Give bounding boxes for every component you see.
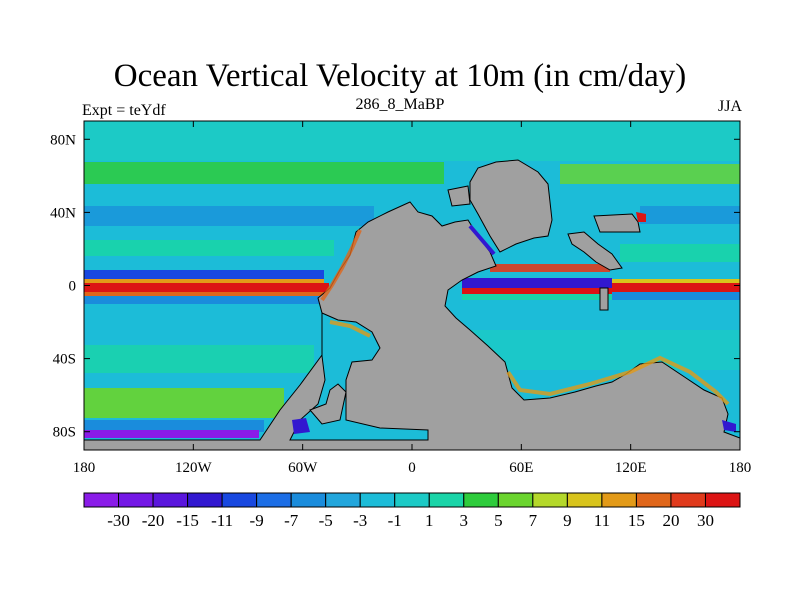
equatorial-red-east <box>610 283 740 292</box>
colorbar-label: 11 <box>594 511 610 530</box>
colorbar-swatch <box>463 492 499 508</box>
band-south-green <box>84 345 314 373</box>
equatorial-blue-east <box>610 292 740 300</box>
equatorial-blue-north <box>84 270 324 279</box>
coast-red-east-island <box>636 212 646 222</box>
colorbar-label: 15 <box>628 511 645 530</box>
band-south-violet <box>84 430 259 438</box>
colorbar-swatch <box>221 492 258 508</box>
equatorial-yellow <box>84 279 324 284</box>
y-axis: 80N 40N 0 40S 80S <box>50 132 740 441</box>
coast-upwelling-south-east <box>506 355 730 406</box>
colorbar-swatch <box>601 492 637 508</box>
colorbar-swatch <box>704 492 741 508</box>
y-tick-label: 0 <box>69 279 77 295</box>
colorbar-label: -5 <box>319 511 333 530</box>
colorbar-swatch <box>670 492 706 508</box>
band-north-green-east <box>560 164 740 184</box>
colorbar-label: 1 <box>425 511 434 530</box>
chart-title: Ocean Vertical Velocity at 10m (in cm/da… <box>113 58 687 94</box>
x-axis: 180 120W 60W 0 60E 120E 180 <box>73 121 752 476</box>
equatorial-blue-south <box>84 296 324 304</box>
band-north-teal <box>84 121 740 161</box>
colorbar-label: 7 <box>529 511 538 530</box>
experiment-label: Expt = teYdf <box>82 102 166 119</box>
x-tick-label: 60W <box>288 460 318 476</box>
x-tick-label: 180 <box>73 460 96 476</box>
colorbar-label: -20 <box>142 511 165 530</box>
x-tick-label: 120W <box>175 460 213 476</box>
y-tick-label: 80N <box>50 132 76 148</box>
band-subtropic-green-east <box>620 244 740 262</box>
colorbar-swatch <box>359 492 396 508</box>
land-small-north <box>447 185 471 207</box>
colorbar-label: -30 <box>107 511 130 530</box>
land-south-island <box>309 383 347 425</box>
colorbar-swatch <box>635 492 672 508</box>
land-east-spit <box>599 287 609 311</box>
colorbar: -30 -20 -15 -11 -9 -7 -5 -3 -1 1 3 5 7 9 11 15 20 30 <box>83 492 741 530</box>
coast-blue-southeast <box>722 420 736 432</box>
colorbar-swatch <box>428 492 465 508</box>
x-tick-label: 120E <box>615 460 647 476</box>
y-tick-label: 40S <box>53 352 76 368</box>
tethys-green <box>462 294 612 300</box>
colorbar-swatch <box>256 492 292 508</box>
land-north-block <box>469 159 553 253</box>
land-pangaea-west <box>84 201 740 450</box>
coast-downwelling-north <box>468 224 496 256</box>
y-tick-label: 40N <box>50 205 76 221</box>
season-label: JJA <box>717 98 742 115</box>
colorbar-swatch <box>290 492 327 508</box>
equatorial-orange <box>84 292 324 296</box>
colorbar-label: -15 <box>176 511 199 530</box>
colorbar-label: 20 <box>662 511 679 530</box>
equatorial-red <box>84 283 329 292</box>
land-east-island <box>593 213 641 233</box>
band-south-lime <box>84 388 284 418</box>
colorbar-label: 5 <box>494 511 503 530</box>
coast-upwelling-west <box>320 229 362 302</box>
colorbar-label: 30 <box>697 511 714 530</box>
colorbar-label: -1 <box>388 511 402 530</box>
map-plot-area <box>84 121 740 450</box>
tethys-red <box>462 288 612 294</box>
colorbar-swatch <box>532 492 568 508</box>
band-north-green <box>84 162 444 184</box>
colorbar-swatch <box>152 492 189 508</box>
colorbar-swatch <box>497 492 534 508</box>
period-label: 286_8_MaBP <box>355 96 445 113</box>
coast-blue-southwest <box>292 418 310 434</box>
colorbar-label: -3 <box>353 511 367 530</box>
x-tick-label: 60E <box>509 460 533 476</box>
tethys-north-red <box>490 264 610 272</box>
colorbar-swatch <box>83 492 120 508</box>
colorbar-label: -11 <box>211 511 233 530</box>
colorbar-swatch <box>325 492 361 508</box>
y-tick-label: 80S <box>53 425 76 441</box>
x-tick-label: 0 <box>408 460 416 476</box>
band-subtropic-green <box>84 240 334 256</box>
colorbar-label: -7 <box>284 511 299 530</box>
land-east-peninsula <box>567 231 623 271</box>
band-north-blue-east <box>640 206 740 224</box>
colorbar-swatch <box>394 492 430 508</box>
band-south-blue <box>84 420 264 432</box>
colorbar-swatch <box>566 492 603 508</box>
colorbar-label: -9 <box>250 511 264 530</box>
colorbar-swatch <box>118 492 154 508</box>
colorbar-label: 9 <box>563 511 572 530</box>
tethys-blue <box>462 278 612 288</box>
colorbar-swatch <box>187 492 223 508</box>
coast-upwelling-south <box>329 320 371 338</box>
equatorial-yellow-east <box>610 279 740 283</box>
colorbar-label: 3 <box>460 511 469 530</box>
band-north-blue <box>84 206 374 226</box>
x-tick-label: 180 <box>729 460 752 476</box>
